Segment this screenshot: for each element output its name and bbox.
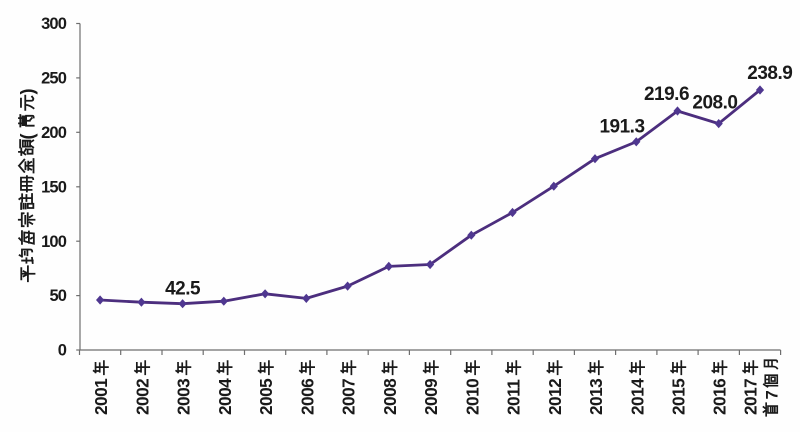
svg-text:2003: 2003 xyxy=(174,379,194,415)
svg-text:250: 250 xyxy=(41,70,67,88)
svg-text:100: 100 xyxy=(41,233,67,251)
svg-text:2004: 2004 xyxy=(215,378,235,415)
svg-text:2002: 2002 xyxy=(132,379,152,415)
svg-text:2015: 2015 xyxy=(669,378,689,415)
svg-text:2001: 2001 xyxy=(91,378,111,415)
svg-text:2011: 2011 xyxy=(504,379,524,415)
svg-text:): ) xyxy=(18,89,38,95)
svg-text:2008: 2008 xyxy=(380,378,400,415)
svg-text:208.0: 208.0 xyxy=(692,93,737,114)
svg-text:2014: 2014 xyxy=(627,378,647,415)
svg-text:238.9: 238.9 xyxy=(747,63,792,84)
svg-text:300: 300 xyxy=(41,15,67,33)
svg-text:2012: 2012 xyxy=(545,379,565,415)
svg-text:(: ( xyxy=(18,134,38,140)
svg-text:2007: 2007 xyxy=(339,379,359,415)
svg-text:2006: 2006 xyxy=(297,379,317,415)
svg-text:2009: 2009 xyxy=(421,379,441,415)
svg-text:0: 0 xyxy=(58,342,67,360)
svg-text:7: 7 xyxy=(764,390,782,399)
svg-text:2016: 2016 xyxy=(710,379,730,415)
svg-text:150: 150 xyxy=(41,178,67,196)
svg-text:50: 50 xyxy=(49,287,66,305)
svg-text:2013: 2013 xyxy=(586,379,606,415)
svg-text:200: 200 xyxy=(41,124,67,142)
svg-text:219.6: 219.6 xyxy=(644,84,689,105)
svg-text:42.5: 42.5 xyxy=(165,279,201,300)
svg-text:2017: 2017 xyxy=(741,379,761,415)
svg-text:191.3: 191.3 xyxy=(599,117,644,138)
svg-text:2010: 2010 xyxy=(462,379,482,415)
svg-text:2005: 2005 xyxy=(256,378,276,415)
